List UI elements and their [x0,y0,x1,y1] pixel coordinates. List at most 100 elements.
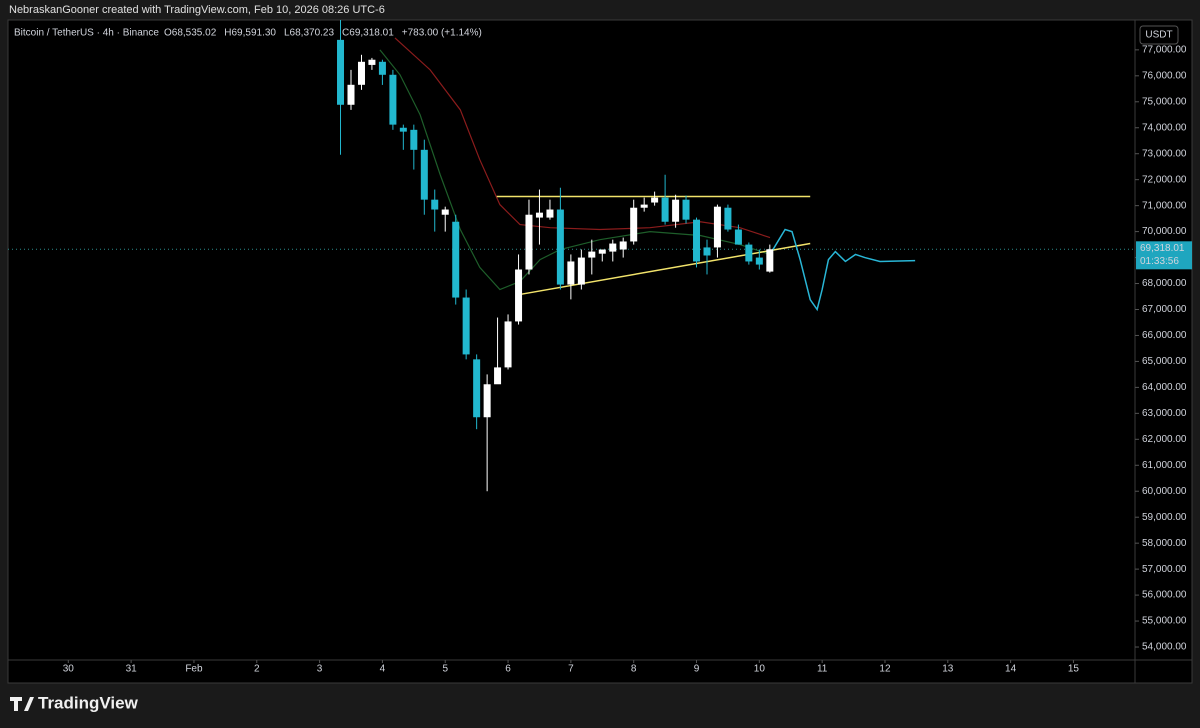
candle-body [577,257,585,285]
line-series [769,228,916,312]
candle-body [368,59,376,65]
candle-body [357,61,365,85]
ohlc-label: L68,370.23 [284,28,334,39]
y-tick-label: 60,000.00 [1142,486,1187,497]
candle-body [672,199,680,222]
y-tick-label: 56,000.00 [1142,590,1187,601]
y-tick-label: 64,000.00 [1142,382,1187,393]
y-tick-label: 72,000.00 [1142,174,1187,185]
currency: USDT [1145,30,1172,41]
ohlc-label: H69,591.30 [224,28,276,39]
candle-body [640,204,648,208]
y-tick-label: 77,000.00 [1142,44,1187,55]
x-tick-label: 3 [317,664,323,675]
x-tick-label: 30 [63,664,75,675]
x-tick-label: 15 [1068,664,1080,675]
candle-body [337,39,345,105]
candle-body [389,74,397,125]
candle-body [567,261,575,285]
y-tick-label: 76,000.00 [1142,70,1187,81]
currency-box [1139,25,1179,45]
x-tick-label: 6 [505,664,511,675]
candle-body [473,359,481,418]
candle-body [535,212,543,218]
y-tick-label: 61,000.00 [1142,460,1187,471]
candle-body [347,84,355,105]
x-tick-label: 14 [1005,664,1017,675]
y-tick-label: 75,000.00 [1142,96,1187,107]
candle-body [588,251,596,258]
candle-body [724,207,732,230]
candle-body [452,221,460,298]
x-tick-label: 31 [126,664,138,675]
ohlc-label: +783.00 (+1.14%) [402,28,482,39]
candle-body [755,257,763,265]
y-tick-label: 63,000.00 [1142,408,1187,419]
y-tick-label: 59,000.00 [1142,512,1187,523]
plot [8,20,1135,492]
x-tick-label: 10 [754,664,766,675]
line-series [394,37,771,239]
x-tick-label: Feb [185,664,203,675]
line-series [519,242,811,296]
y-tick-label: 55,000.00 [1142,616,1187,627]
y-tick-label: 57,000.00 [1142,564,1187,575]
candle-body [609,243,617,252]
candle-body [651,197,659,203]
candle-body [703,247,711,256]
countdown: 01:33:56 [1140,256,1179,267]
x-tick-label: 12 [879,664,891,675]
candle-body [556,209,564,285]
candle-body [598,249,606,254]
ohlc-label: C69,318.01 [342,28,394,39]
candle-body [441,209,449,215]
candle-body [661,197,669,222]
symbol: Bitcoin / TetherUS · 4h · Binance [14,28,159,39]
x-tick-label: 11 [817,664,828,675]
candle-body [504,321,512,368]
y-tick-label: 73,000.00 [1142,148,1187,159]
candle-body [525,214,533,270]
candle-body [483,384,491,418]
x-tick-label: 4 [380,664,386,675]
x-tick-label: 2 [254,664,260,675]
y-tick-label: 70,000.00 [1142,226,1187,237]
x-tick-label: 5 [442,664,448,675]
candle-body [494,367,502,385]
candle-body [630,207,638,242]
y-tick-label: 68,000.00 [1142,278,1187,289]
candle-body [410,129,418,150]
y-tick-label: 74,000.00 [1142,122,1187,133]
candle-body [546,209,554,218]
brand: TradingView [38,693,139,712]
y-tick-label: 66,000.00 [1142,330,1187,341]
x-tick-label: 7 [568,664,574,675]
header-text: NebraskanGooner created with TradingView… [9,4,385,16]
price-tag [1136,241,1192,270]
y-tick-label: 71,000.00 [1142,200,1187,211]
candle-body [431,199,439,210]
candle-body [515,269,523,322]
candle-body [619,241,627,250]
price-tag-label: 69,318.01 [1140,243,1185,254]
candle-body [766,249,774,272]
candle-body [462,297,470,355]
y-tick-label: 67,000.00 [1142,304,1187,315]
y-tick-label: 54,000.00 [1142,642,1187,653]
candle-body [420,149,428,200]
x-tick-label: 13 [942,664,954,675]
x-tick-label: 9 [694,664,700,675]
y-tick-label: 62,000.00 [1142,434,1187,445]
candle-body [693,219,701,262]
chart-frame [7,19,1193,684]
candle-body [682,199,690,220]
y-tick-label: 65,000.00 [1142,356,1187,367]
candle-body [734,229,742,245]
candle-body [378,61,386,75]
candle-body [713,206,721,248]
candle-body [399,127,407,132]
y-tick-label: 58,000.00 [1142,538,1187,549]
x-tick-label: 8 [631,664,637,675]
logo [10,697,34,711]
